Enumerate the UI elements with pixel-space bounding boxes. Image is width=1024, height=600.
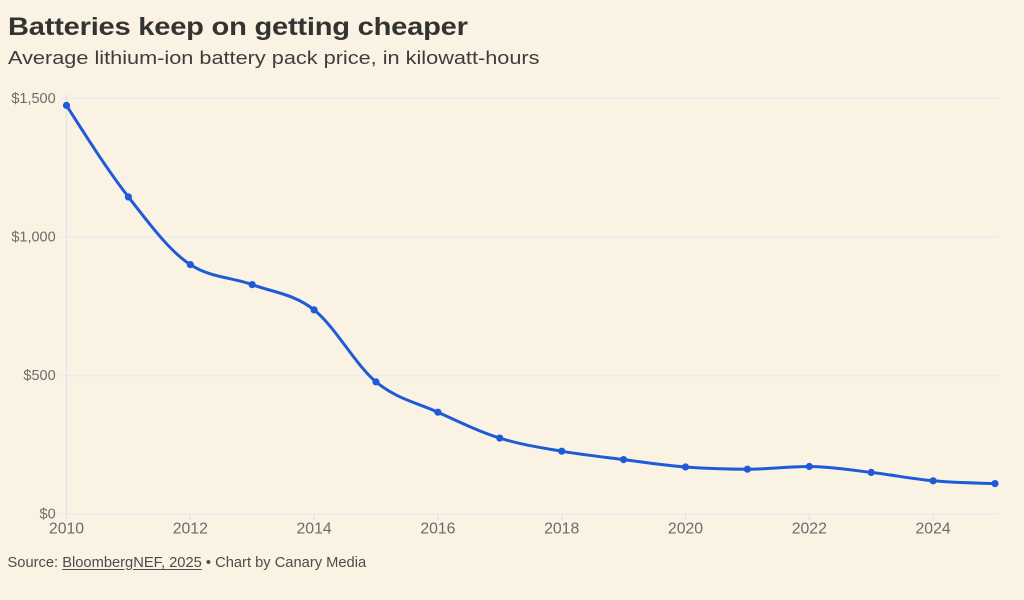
svg-text:2022: 2022 — [792, 520, 827, 537]
svg-text:$500: $500 — [23, 368, 55, 384]
svg-text:2010: 2010 — [49, 520, 84, 537]
svg-text:$1,000: $1,000 — [11, 229, 55, 245]
svg-text:$1,500: $1,500 — [11, 91, 55, 107]
svg-text:$0: $0 — [40, 506, 56, 522]
svg-text:2014: 2014 — [297, 520, 332, 537]
svg-text:2012: 2012 — [173, 520, 208, 537]
svg-text:2018: 2018 — [544, 520, 579, 537]
svg-text:2016: 2016 — [420, 520, 455, 537]
svg-text:2024: 2024 — [916, 520, 951, 537]
svg-text:2020: 2020 — [668, 520, 703, 537]
